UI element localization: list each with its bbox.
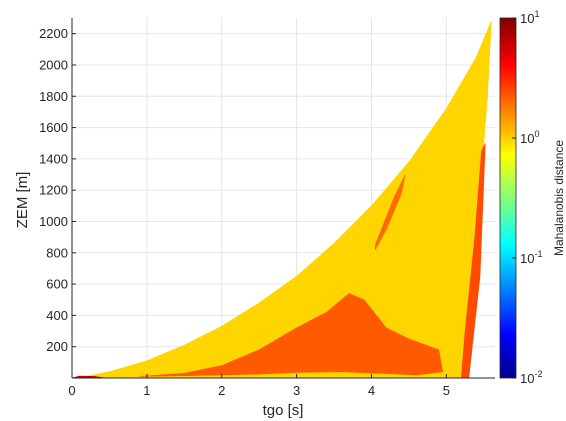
x-tick-label: 5 bbox=[443, 383, 450, 398]
y-tick-label: 2000 bbox=[39, 57, 68, 72]
colorbar-tick-label: 101 bbox=[520, 9, 539, 26]
x-tick-label: 0 bbox=[68, 383, 75, 398]
x-tick-label: 3 bbox=[293, 383, 300, 398]
y-tick-label: 2200 bbox=[39, 26, 68, 41]
x-tick-label: 1 bbox=[143, 383, 150, 398]
colorbar-ticks: 10-2 10-1 100 101 bbox=[512, 9, 542, 386]
colorbar bbox=[500, 18, 516, 378]
y-tick-label: 1000 bbox=[39, 214, 68, 229]
y-axis-label: ZEM [m] bbox=[14, 172, 31, 229]
colorbar-label: Mahalanobis distance bbox=[552, 140, 566, 256]
y-tick-label: 1600 bbox=[39, 120, 68, 135]
x-tick-label: 2 bbox=[218, 383, 225, 398]
y-tick-label: 800 bbox=[46, 245, 68, 260]
y-tick-label: 1400 bbox=[39, 151, 68, 166]
colorbar-tick-label: 10-1 bbox=[520, 249, 542, 266]
y-tick-label: 600 bbox=[46, 277, 68, 292]
x-axis-label: tgo [s] bbox=[263, 402, 304, 419]
y-tick-label: 1800 bbox=[39, 89, 68, 104]
colorbar-tick-label: 100 bbox=[520, 129, 539, 146]
y-tick-label: 1200 bbox=[39, 183, 68, 198]
y-axis-ticks: 200 400 600 800 1000 1200 1400 1600 1800 2000 2200 bbox=[39, 26, 76, 354]
colorbar-tick-label: 10-2 bbox=[520, 369, 542, 386]
y-tick-label: 400 bbox=[46, 308, 68, 323]
x-tick-label: 4 bbox=[368, 383, 375, 398]
y-tick-label: 200 bbox=[46, 339, 68, 354]
